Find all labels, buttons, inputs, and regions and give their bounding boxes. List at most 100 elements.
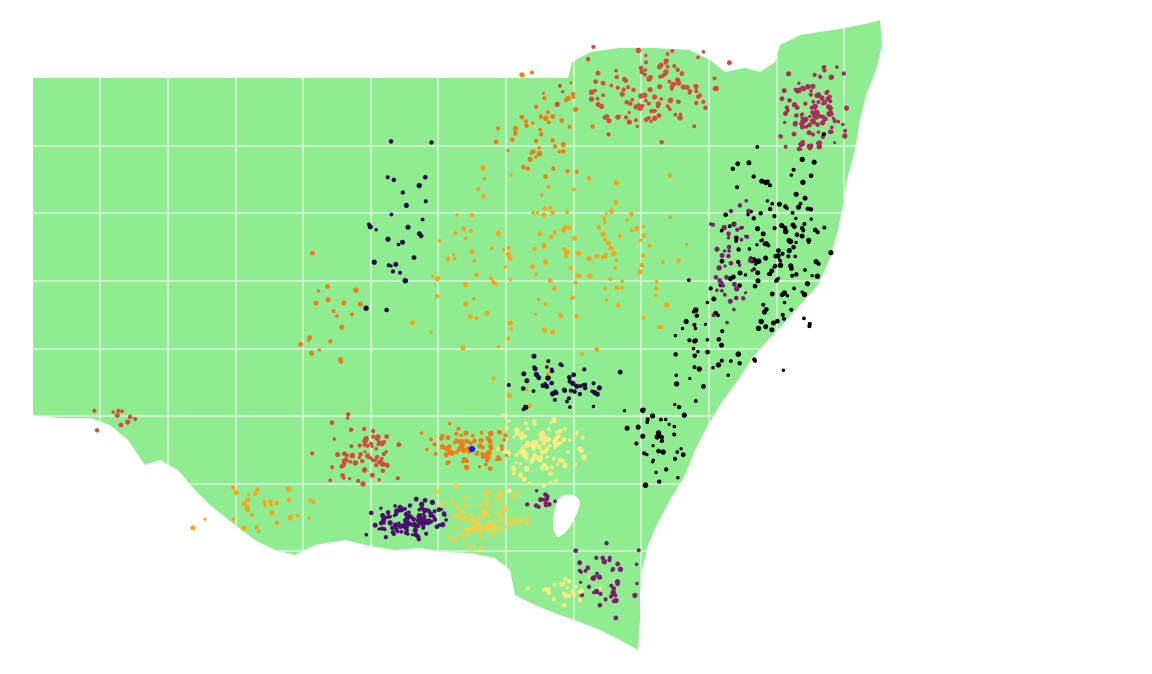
location-point: [365, 453, 371, 459]
location-point: [828, 250, 834, 256]
location-point: [822, 68, 827, 73]
location-point: [615, 85, 620, 90]
location-point: [705, 349, 710, 355]
location-point: [511, 495, 516, 500]
location-point: [808, 114, 812, 119]
location-point: [673, 381, 680, 387]
location-point: [479, 523, 483, 527]
location-point: [799, 124, 805, 130]
location-point: [673, 112, 678, 117]
location-point: [818, 74, 823, 79]
location-point: [596, 225, 602, 230]
location-point: [461, 226, 467, 232]
location-point: [642, 482, 649, 489]
location-point: [381, 452, 386, 457]
location-point: [469, 212, 475, 218]
location-point: [565, 169, 570, 174]
location-point: [514, 452, 519, 457]
location-point: [588, 256, 593, 261]
location-point: [487, 466, 493, 471]
location-point: [614, 74, 619, 80]
location-point: [719, 358, 724, 363]
location-point: [747, 257, 754, 263]
location-point: [796, 146, 802, 152]
location-point: [419, 501, 425, 507]
location-point: [635, 47, 642, 54]
location-point: [537, 231, 542, 237]
location-point: [789, 307, 794, 312]
location-point: [728, 261, 734, 266]
location-point: [448, 421, 452, 426]
location-point: [598, 591, 603, 597]
location-point: [769, 327, 775, 333]
location-point: [464, 458, 468, 462]
location-point: [607, 558, 612, 563]
location-point: [598, 586, 603, 591]
location-point: [491, 280, 496, 285]
location-point: [526, 586, 530, 591]
location-point: [761, 302, 766, 307]
location-point: [550, 138, 555, 143]
location-point: [429, 331, 433, 335]
location-point: [361, 426, 367, 432]
location-point: [538, 127, 542, 132]
location-point: [620, 286, 624, 290]
location-point: [508, 256, 513, 261]
location-point: [693, 326, 698, 331]
location-point: [572, 389, 577, 394]
location-point: [532, 452, 537, 458]
location-point: [794, 272, 799, 277]
location-point: [747, 247, 752, 251]
location-point: [634, 562, 639, 566]
location-point: [125, 419, 131, 425]
location-point: [543, 115, 549, 122]
location-point: [396, 442, 402, 448]
state-landmass: [33, 20, 882, 650]
location-point: [503, 505, 508, 509]
location-point: [820, 120, 826, 126]
location-point: [548, 205, 553, 210]
location-point: [524, 123, 529, 129]
location-point: [116, 408, 121, 414]
location-point: [403, 202, 409, 208]
location-point: [665, 64, 670, 69]
location-point: [598, 103, 605, 109]
location-point: [431, 274, 435, 279]
location-point: [348, 427, 354, 432]
location-point: [554, 101, 560, 107]
location-point: [328, 478, 333, 483]
location-point: [495, 126, 501, 131]
location-point: [680, 84, 686, 90]
location-point: [593, 588, 600, 595]
location-point: [377, 478, 381, 482]
location-point: [478, 534, 483, 540]
location-point: [461, 447, 467, 454]
location-point: [759, 178, 765, 184]
location-point: [566, 396, 572, 401]
location-point: [380, 457, 384, 461]
location-point: [644, 60, 648, 65]
location-point: [601, 558, 608, 565]
location-point: [642, 407, 646, 412]
location-point: [410, 533, 415, 537]
location-point: [719, 258, 725, 264]
location-point: [385, 236, 391, 242]
location-point: [684, 84, 690, 90]
location-point: [287, 514, 294, 521]
location-point: [470, 524, 476, 530]
location-point: [542, 441, 546, 446]
location-point: [591, 381, 596, 386]
location-point: [703, 105, 708, 110]
location-point: [249, 512, 254, 517]
location-point: [308, 498, 312, 502]
location-point: [624, 425, 630, 431]
location-point: [741, 296, 746, 301]
location-point: [652, 94, 658, 100]
location-point: [654, 286, 659, 291]
location-point: [483, 497, 489, 503]
location-point: [737, 283, 742, 288]
location-point: [609, 83, 614, 88]
location-point: [646, 116, 651, 120]
location-point: [527, 481, 531, 485]
